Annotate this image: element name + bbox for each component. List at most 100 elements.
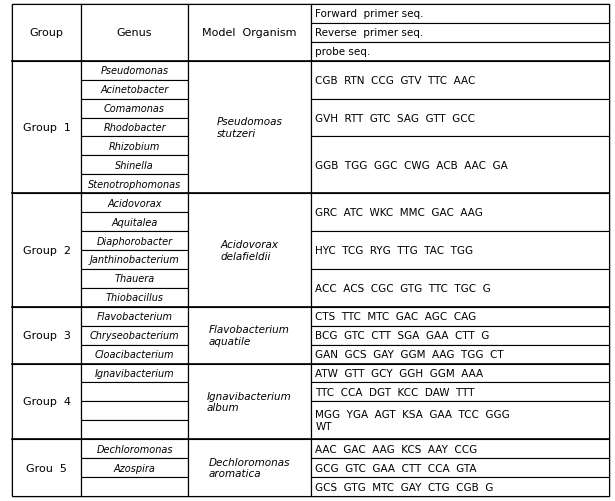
Bar (81, 307, 188, 326)
Bar (81, 81, 188, 99)
Bar (311, 326, 609, 345)
Text: Aquitalea: Aquitalea (111, 217, 158, 227)
Text: Acinetobacter: Acinetobacter (100, 85, 169, 95)
Text: BCG  GTC  CTT  SGA  GAA  CTT  G: BCG GTC CTT SGA GAA CTT G (315, 331, 490, 341)
Text: ACC  ACS  CGC  GTG  TTC  TGC  G: ACC ACS CGC GTG TTC TGC G (315, 283, 491, 293)
Bar (188, 439, 311, 496)
Text: Dechloromonas: Dechloromonas (97, 444, 173, 454)
Bar (81, 231, 188, 250)
Bar (81, 118, 188, 137)
Text: GVH  RTT  GTC  SAG  GTT  GCC: GVH RTT GTC SAG GTT GCC (315, 113, 475, 123)
Text: Pseudomoas
stutzeri: Pseudomoas stutzeri (216, 117, 282, 139)
Bar (81, 213, 188, 231)
Text: Group  2: Group 2 (23, 245, 71, 256)
Bar (311, 99, 609, 137)
Bar (311, 5, 609, 24)
Text: MGG  YGA  AGT  KSA  GAA  TCC  GGG
WT: MGG YGA AGT KSA GAA TCC GGG WT (315, 410, 510, 431)
Bar (311, 383, 609, 402)
Bar (81, 5, 188, 62)
Bar (81, 364, 188, 383)
Text: HYC  TCG  RYG  TTG  TAC  TGG: HYC TCG RYG TTG TAC TGG (315, 245, 474, 256)
Text: GRC  ATC  WKC  MMC  GAC  AAG: GRC ATC WKC MMC GAC AAG (315, 208, 483, 218)
Bar (81, 62, 188, 81)
Bar (311, 43, 609, 62)
Text: Rhodobacter: Rhodobacter (103, 123, 166, 133)
Text: Acidovorax
delafieldii: Acidovorax delafieldii (220, 239, 279, 262)
Bar (12, 194, 81, 307)
Bar (81, 99, 188, 118)
Bar (81, 458, 188, 477)
Bar (81, 402, 188, 420)
Text: probe seq.: probe seq. (315, 47, 371, 57)
Bar (311, 458, 609, 477)
Text: CGB  RTN  CCG  GTV  TTC  AAC: CGB RTN CCG GTV TTC AAC (315, 76, 476, 86)
Text: Shinella: Shinella (115, 160, 154, 170)
Bar (311, 24, 609, 43)
Text: Thauera: Thauera (114, 274, 155, 284)
Text: Azospira: Azospira (114, 463, 156, 472)
Text: Group: Group (30, 29, 63, 38)
Text: Dechloromonas
aromatica: Dechloromonas aromatica (208, 457, 290, 478)
Bar (12, 5, 81, 62)
Bar (81, 270, 188, 288)
Bar (188, 194, 311, 307)
Text: GCG  GTC  GAA  CTT  CCA  GTA: GCG GTC GAA CTT CCA GTA (315, 463, 477, 472)
Text: Pseudomonas: Pseudomonas (100, 66, 169, 76)
Bar (81, 137, 188, 156)
Bar (12, 364, 81, 439)
Bar (81, 420, 188, 439)
Text: Ignavibacterium: Ignavibacterium (95, 368, 175, 378)
Bar (311, 402, 609, 439)
Bar (81, 250, 188, 270)
Text: Comamonas: Comamonas (104, 104, 165, 114)
Text: GAN  GCS  GAY  GGM  AAG  TGG  CT: GAN GCS GAY GGM AAG TGG CT (315, 349, 504, 359)
Bar (81, 326, 188, 345)
Text: Reverse  primer seq.: Reverse primer seq. (315, 29, 424, 38)
Bar (311, 439, 609, 458)
Bar (311, 62, 609, 99)
Text: Acidovorax: Acidovorax (108, 198, 162, 208)
Text: Diaphorobacter: Diaphorobacter (97, 236, 173, 246)
Bar (81, 156, 188, 175)
Text: GCS  GTG  MTC  GAY  CTG  CGB  G: GCS GTG MTC GAY CTG CGB G (315, 481, 494, 491)
Text: Janthinobacterium: Janthinobacterium (90, 255, 180, 265)
Text: Rhizobium: Rhizobium (109, 142, 161, 152)
Bar (12, 307, 81, 364)
Text: Thiobacillus: Thiobacillus (106, 293, 164, 303)
Text: Ignavibacterium
album: Ignavibacterium album (207, 391, 292, 412)
Bar (188, 307, 311, 364)
Bar (81, 194, 188, 213)
Text: CTS  TTC  MTC  GAC  AGC  CAG: CTS TTC MTC GAC AGC CAG (315, 312, 477, 322)
Text: Group  4: Group 4 (23, 397, 71, 406)
Bar (81, 383, 188, 402)
Bar (81, 345, 188, 364)
Text: Genus: Genus (117, 29, 153, 38)
Text: Forward  primer seq.: Forward primer seq. (315, 10, 424, 20)
Bar (81, 288, 188, 307)
Text: GGB  TGG  GGC  CWG  ACB  AAC  GA: GGB TGG GGC CWG ACB AAC GA (315, 160, 508, 170)
Text: AAC  GAC  AAG  KCS  AAY  CCG: AAC GAC AAG KCS AAY CCG (315, 444, 478, 454)
Text: ATW  GTT  GCY  GGH  GGM  AAA: ATW GTT GCY GGH GGM AAA (315, 368, 483, 378)
Text: Grou  5: Grou 5 (26, 463, 67, 472)
Bar (311, 194, 609, 231)
Bar (311, 270, 609, 307)
Text: Cloacibacterium: Cloacibacterium (95, 349, 174, 359)
Bar (12, 439, 81, 496)
Text: Model  Organism: Model Organism (202, 29, 296, 38)
Bar (188, 5, 311, 62)
Text: Chryseobacterium: Chryseobacterium (90, 331, 180, 341)
Text: Flavobacterium
aquatile: Flavobacterium aquatile (209, 325, 290, 346)
Text: Group  1: Group 1 (23, 123, 71, 133)
Bar (311, 307, 609, 326)
Bar (311, 477, 609, 496)
Text: Group  3: Group 3 (23, 331, 71, 341)
Text: TTC  CCA  DGT  KCC  DAW  TTT: TTC CCA DGT KCC DAW TTT (315, 387, 475, 397)
Bar (188, 364, 311, 439)
Bar (311, 364, 609, 383)
Bar (311, 137, 609, 194)
Bar (81, 477, 188, 496)
Text: Stenotrophomonas: Stenotrophomonas (88, 179, 181, 189)
Text: Flavobacterium: Flavobacterium (97, 312, 173, 322)
Bar (311, 345, 609, 364)
Bar (12, 62, 81, 194)
